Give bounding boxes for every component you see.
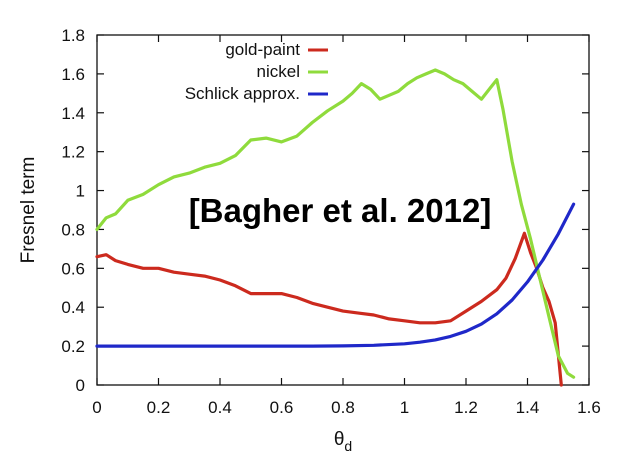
x-tick-label: 1.6 — [577, 398, 601, 417]
series-line-schlick-approx — [95, 202, 576, 348]
x-tick-label: 0.8 — [331, 398, 355, 417]
y-tick-label: 0.8 — [61, 220, 85, 239]
y-tick-label: 1.4 — [61, 104, 85, 123]
x-tick-label: 0 — [92, 398, 101, 417]
y-axis-label: Fresnel term — [18, 157, 39, 264]
y-tick-label: 0 — [76, 376, 85, 395]
x-axis-label: θd — [334, 429, 352, 454]
legend-label-schlick: Schlick approx. — [185, 84, 300, 103]
legend: gold-paint nickel Schlick approx. — [185, 40, 328, 103]
legend-label-gold-paint: gold-paint — [225, 40, 300, 59]
y-tick-label: 1.2 — [61, 143, 85, 162]
y-tick-label: 1 — [76, 182, 85, 201]
series-line-nickel — [95, 68, 576, 379]
legend-label-nickel: nickel — [257, 62, 300, 81]
x-tick-label: 0.6 — [270, 398, 294, 417]
y-tick-label: 0.2 — [61, 337, 85, 356]
x-tick-label: 0.2 — [147, 398, 171, 417]
axis-ticks: 0 0.2 0.4 0.6 0.8 1 1.2 1.4 1.6 0 0.2 0.4 0.6 0.8 1 1.2… — [61, 26, 600, 417]
series-layer — [95, 68, 576, 387]
y-tick-label: 0.6 — [61, 259, 85, 278]
x-axis-label-main: θ — [334, 429, 345, 450]
x-axis-label-sub: d — [344, 438, 352, 454]
x-tick-label: 1 — [400, 398, 409, 417]
y-tick-label: 1.6 — [61, 65, 85, 84]
y-tick-label: 0.4 — [61, 298, 85, 317]
x-tick-label: 0.4 — [208, 398, 232, 417]
series-line-gold-paint — [95, 231, 563, 387]
x-tick-label: 1.2 — [454, 398, 478, 417]
y-tick-label: 1.8 — [61, 26, 85, 45]
x-tick-label: 1.4 — [516, 398, 540, 417]
citation-annotation: [Bagher et al. 2012] — [189, 192, 492, 229]
